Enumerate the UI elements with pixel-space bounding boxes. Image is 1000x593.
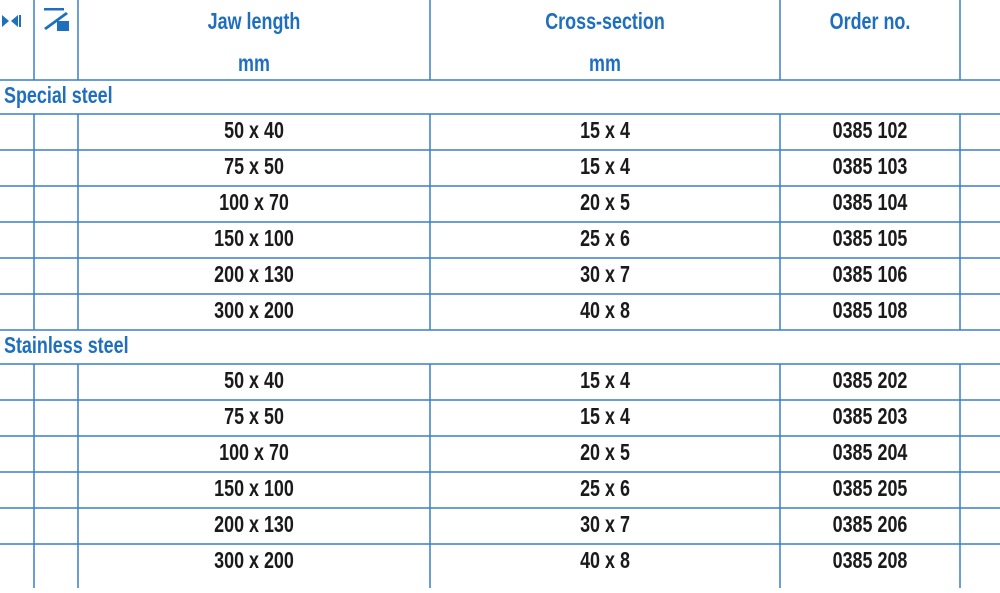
column-unit: mm bbox=[238, 51, 270, 77]
cell-wrap: 15 x 4 bbox=[580, 118, 630, 144]
cell-wrap: 0385 205 bbox=[833, 476, 908, 502]
cell: 25 x 6 bbox=[580, 476, 630, 502]
column-header-wrap: Cross-section bbox=[545, 9, 665, 35]
column-header: Cross-section bbox=[545, 9, 665, 35]
cell: 0385 102 bbox=[833, 118, 908, 144]
cell: 15 x 4 bbox=[580, 118, 630, 144]
cell: 150 x 100 bbox=[214, 226, 294, 252]
cell-wrap: 50 x 40 bbox=[224, 118, 284, 144]
cell-wrap: 40 x 8 bbox=[580, 548, 630, 574]
cell-wrap: 15 x 4 bbox=[580, 368, 630, 394]
cell: 300 x 200 bbox=[214, 548, 294, 574]
cell: 150 x 100 bbox=[214, 476, 294, 502]
cell-wrap: 0385 208 bbox=[833, 548, 908, 574]
cell: 200 x 130 bbox=[214, 262, 294, 288]
cell-wrap: 0385 103 bbox=[833, 154, 908, 180]
cell-wrap: 30 x 7 bbox=[580, 512, 630, 538]
cell: 100 x 70 bbox=[219, 190, 289, 216]
cell: 0385 108 bbox=[833, 298, 908, 324]
cell-wrap: 15 x 4 bbox=[580, 404, 630, 430]
cell-wrap: 40 x 8 bbox=[580, 298, 630, 324]
cell-wrap: 25 x 6 bbox=[580, 476, 630, 502]
column-header-wrap: Jaw length bbox=[208, 9, 301, 35]
cell: 50 x 40 bbox=[224, 118, 284, 144]
section-title-wrap: Stainless steel bbox=[4, 333, 129, 359]
cell-wrap: 25 x 6 bbox=[580, 226, 630, 252]
cell-wrap: 0385 204 bbox=[833, 440, 908, 466]
column-unit-wrap: mm bbox=[238, 51, 270, 77]
cell: 0385 106 bbox=[833, 262, 908, 288]
cell-wrap: 300 x 200 bbox=[214, 548, 294, 574]
cell: 15 x 4 bbox=[580, 154, 630, 180]
column-unit-wrap: mm bbox=[589, 51, 621, 77]
cell: 15 x 4 bbox=[580, 404, 630, 430]
cell-wrap: 20 x 5 bbox=[580, 190, 630, 216]
cell-wrap: 0385 106 bbox=[833, 262, 908, 288]
cell-wrap: 0385 108 bbox=[833, 298, 908, 324]
cell-wrap: 100 x 70 bbox=[219, 440, 289, 466]
cell: 15 x 4 bbox=[580, 368, 630, 394]
cell: 0385 103 bbox=[833, 154, 908, 180]
cell-wrap: 50 x 40 bbox=[224, 368, 284, 394]
cell: 0385 104 bbox=[833, 190, 908, 216]
cell-wrap: 200 x 130 bbox=[214, 262, 294, 288]
cell: 50 x 40 bbox=[224, 368, 284, 394]
cell-wrap: 100 x 70 bbox=[219, 190, 289, 216]
cell: 0385 203 bbox=[833, 404, 908, 430]
cell-wrap: 0385 104 bbox=[833, 190, 908, 216]
cell-wrap: 15 x 4 bbox=[580, 154, 630, 180]
cell: 75 x 50 bbox=[224, 154, 284, 180]
cell: 30 x 7 bbox=[580, 262, 630, 288]
cell-wrap: 0385 203 bbox=[833, 404, 908, 430]
cell: 0385 105 bbox=[833, 226, 908, 252]
section-title-wrap: Special steel bbox=[4, 83, 113, 109]
cell-wrap: 0385 102 bbox=[833, 118, 908, 144]
cell-wrap: 75 x 50 bbox=[224, 404, 284, 430]
cell: 75 x 50 bbox=[224, 404, 284, 430]
section-title: Special steel bbox=[4, 83, 113, 109]
jaw-icon bbox=[2, 15, 21, 27]
cell: 25 x 6 bbox=[580, 226, 630, 252]
cell-wrap: 150 x 100 bbox=[214, 476, 294, 502]
column-unit: mm bbox=[589, 51, 621, 77]
column-header: Order no. bbox=[830, 9, 911, 35]
column-header-wrap: Order no. bbox=[830, 9, 911, 35]
cell-wrap: 150 x 100 bbox=[214, 226, 294, 252]
cross-section-icon bbox=[44, 8, 69, 31]
cell-wrap: 0385 206 bbox=[833, 512, 908, 538]
cell: 20 x 5 bbox=[580, 440, 630, 466]
cell: 40 x 8 bbox=[580, 298, 630, 324]
cell-wrap: 300 x 200 bbox=[214, 298, 294, 324]
cell-wrap: 0385 105 bbox=[833, 226, 908, 252]
cell: 0385 206 bbox=[833, 512, 908, 538]
section-title: Stainless steel bbox=[4, 333, 129, 359]
cell-wrap: 0385 202 bbox=[833, 368, 908, 394]
cell: 0385 204 bbox=[833, 440, 908, 466]
cell-wrap: 75 x 50 bbox=[224, 154, 284, 180]
cell: 30 x 7 bbox=[580, 512, 630, 538]
cell-wrap: 30 x 7 bbox=[580, 262, 630, 288]
column-header: Jaw length bbox=[208, 9, 301, 35]
cell: 0385 208 bbox=[833, 548, 908, 574]
cell-wrap: 20 x 5 bbox=[580, 440, 630, 466]
cell: 100 x 70 bbox=[219, 440, 289, 466]
cell: 200 x 130 bbox=[214, 512, 294, 538]
cell: 0385 202 bbox=[833, 368, 908, 394]
cell: 300 x 200 bbox=[214, 298, 294, 324]
cell: 40 x 8 bbox=[580, 548, 630, 574]
cell-wrap: 200 x 130 bbox=[214, 512, 294, 538]
cell: 20 x 5 bbox=[580, 190, 630, 216]
cell: 0385 205 bbox=[833, 476, 908, 502]
